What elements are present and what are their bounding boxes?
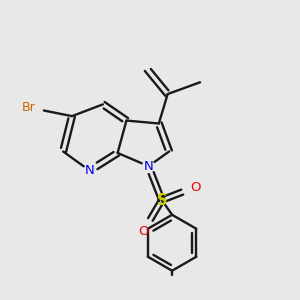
Text: Br: Br <box>22 101 36 114</box>
Text: N: N <box>85 164 94 177</box>
Text: O: O <box>190 181 200 194</box>
Text: S: S <box>157 193 167 208</box>
Text: N: N <box>144 160 153 173</box>
Text: O: O <box>138 225 148 238</box>
